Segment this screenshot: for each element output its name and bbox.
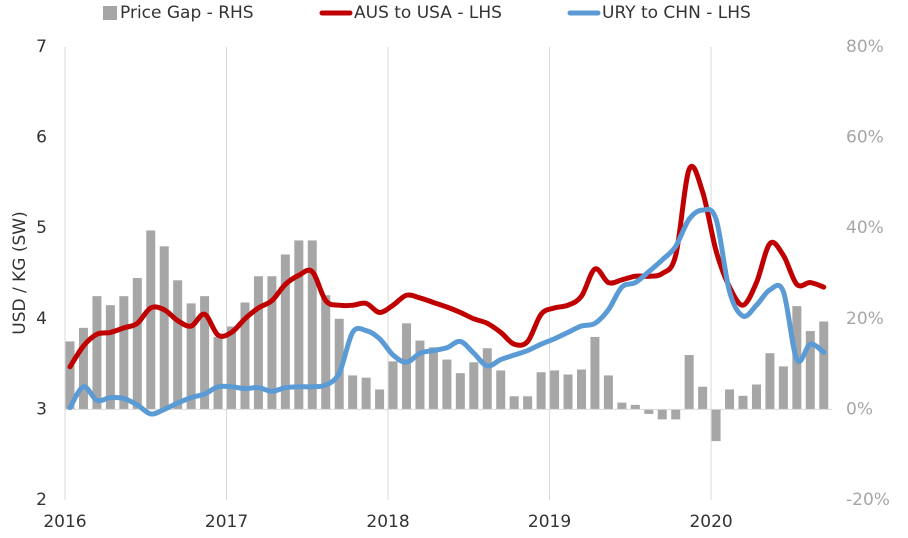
legend-label: URY to CHN - LHS bbox=[602, 3, 751, 23]
bar bbox=[321, 295, 331, 410]
bar bbox=[496, 370, 506, 410]
bar bbox=[725, 389, 735, 410]
x-tick-label: 2018 bbox=[366, 512, 409, 532]
y-tick-label: 7 bbox=[36, 37, 47, 57]
bar bbox=[348, 375, 358, 410]
y2-tick-label: 0% bbox=[846, 399, 873, 419]
bar bbox=[671, 409, 681, 420]
bar bbox=[105, 305, 115, 410]
bar bbox=[428, 347, 438, 410]
bar bbox=[711, 409, 721, 442]
bar bbox=[765, 353, 775, 410]
bar bbox=[576, 369, 586, 410]
legend-label: AUS to USA - LHS bbox=[354, 3, 502, 23]
y-tick-label: 5 bbox=[36, 218, 47, 238]
bar bbox=[65, 341, 75, 410]
y-axis-label: USD / KG (SW) bbox=[10, 211, 30, 334]
bar bbox=[617, 402, 627, 410]
bar bbox=[469, 362, 479, 410]
y2-tick-label: 60% bbox=[846, 128, 884, 148]
bar bbox=[173, 280, 183, 410]
bar bbox=[563, 374, 573, 410]
bar bbox=[119, 296, 129, 410]
bar bbox=[92, 296, 102, 410]
x-tick-label: 2019 bbox=[528, 512, 571, 532]
x-tick-label: 2017 bbox=[205, 512, 248, 532]
y-tick-label: 2 bbox=[36, 490, 47, 510]
bar bbox=[334, 318, 344, 410]
bar bbox=[455, 373, 465, 410]
bar bbox=[200, 296, 210, 410]
bar bbox=[819, 321, 829, 410]
bar bbox=[778, 366, 788, 410]
bar bbox=[590, 336, 600, 410]
bar bbox=[523, 396, 533, 410]
bar bbox=[698, 386, 708, 410]
bar bbox=[267, 276, 277, 410]
bar bbox=[240, 302, 250, 410]
bar bbox=[751, 384, 761, 410]
bar bbox=[442, 359, 452, 410]
bar bbox=[186, 303, 196, 410]
line bbox=[67, 163, 827, 370]
bar bbox=[550, 370, 560, 410]
y-tick-label: 3 bbox=[36, 399, 47, 419]
y2-tick-label: 40% bbox=[846, 218, 884, 238]
line bbox=[67, 206, 827, 417]
bar bbox=[294, 240, 304, 410]
bar bbox=[415, 340, 425, 410]
bar bbox=[227, 326, 237, 410]
bar bbox=[738, 395, 748, 410]
bar bbox=[805, 331, 815, 410]
bar bbox=[280, 254, 290, 410]
legend-label: Price Gap - RHS bbox=[120, 3, 254, 23]
bar bbox=[78, 327, 88, 410]
bar bbox=[482, 348, 492, 410]
y2-tick-label: 20% bbox=[846, 309, 884, 329]
bar bbox=[375, 389, 385, 410]
bar bbox=[132, 278, 142, 410]
legend-swatch bbox=[103, 6, 117, 20]
bar bbox=[213, 336, 223, 410]
bar bbox=[388, 361, 398, 410]
x-tick-label: 2016 bbox=[43, 512, 86, 532]
bar bbox=[536, 372, 546, 410]
y2-tick-label: 80% bbox=[846, 37, 884, 57]
x-tick-label: 2020 bbox=[689, 512, 732, 532]
bar bbox=[509, 396, 519, 410]
bar bbox=[307, 240, 317, 410]
y2-tick-label: -20% bbox=[846, 490, 890, 510]
bar bbox=[159, 246, 169, 410]
bar bbox=[644, 409, 654, 414]
bar bbox=[630, 404, 640, 410]
y-tick-label: 6 bbox=[36, 128, 47, 148]
y-tick-label: 4 bbox=[36, 309, 47, 329]
bar bbox=[657, 409, 667, 420]
bar bbox=[402, 323, 411, 410]
bar bbox=[603, 375, 613, 410]
bar bbox=[684, 355, 694, 410]
bar bbox=[361, 377, 371, 410]
bar bbox=[146, 230, 156, 410]
bar bbox=[253, 276, 263, 410]
